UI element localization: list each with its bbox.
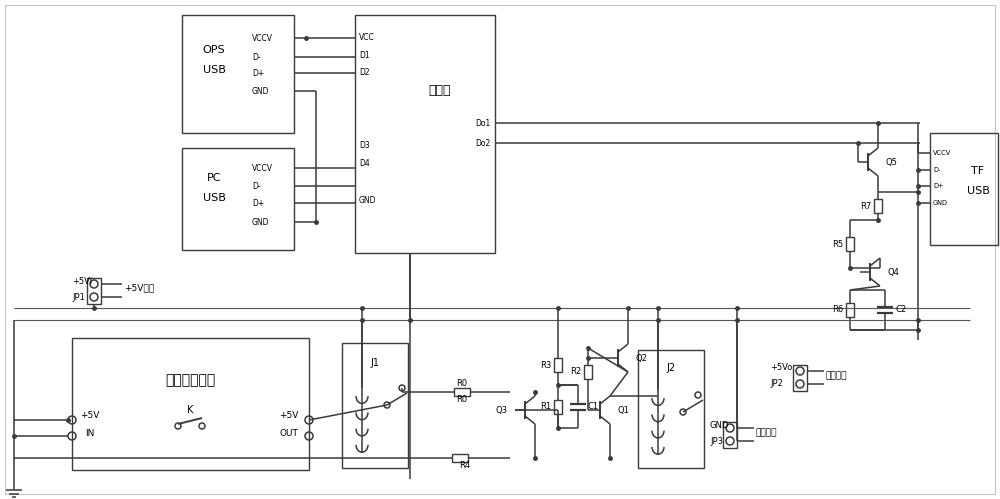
Bar <box>846 303 854 317</box>
Text: VCCV: VCCV <box>933 150 951 156</box>
Bar <box>87 278 101 304</box>
Bar <box>452 454 468 462</box>
Text: R2: R2 <box>570 367 581 376</box>
Text: Do1: Do1 <box>476 118 491 128</box>
Text: R6: R6 <box>832 305 843 314</box>
Text: Q1: Q1 <box>618 406 630 415</box>
Text: K: K <box>187 405 193 415</box>
Text: TF: TF <box>971 166 985 176</box>
Bar <box>182 15 294 133</box>
Text: D-: D- <box>252 52 261 61</box>
Text: VCCV: VCCV <box>252 164 273 173</box>
Text: JP2: JP2 <box>770 380 783 389</box>
Text: Do2: Do2 <box>476 139 491 148</box>
Text: JP3: JP3 <box>710 437 723 446</box>
Text: R4: R4 <box>459 462 471 471</box>
Text: GND: GND <box>359 196 376 205</box>
Text: R0: R0 <box>456 395 468 404</box>
Text: GND: GND <box>252 86 270 95</box>
Bar <box>72 338 309 470</box>
Text: D2: D2 <box>359 67 370 76</box>
Bar <box>584 364 592 379</box>
Text: C1: C1 <box>588 402 599 411</box>
Text: 数选器: 数选器 <box>429 83 451 96</box>
Text: 校正铜箔: 校正铜箔 <box>756 429 778 438</box>
Bar <box>355 15 495 253</box>
Text: R0: R0 <box>456 379 468 388</box>
Text: GND: GND <box>933 200 948 206</box>
Text: +5V电源: +5V电源 <box>124 283 154 292</box>
Bar <box>930 133 998 245</box>
Bar <box>723 422 737 448</box>
Bar <box>182 148 294 250</box>
Text: D+: D+ <box>252 68 264 77</box>
Text: IN: IN <box>85 429 95 438</box>
Text: VCC: VCC <box>359 32 375 41</box>
Text: R7: R7 <box>860 202 871 211</box>
Bar <box>342 343 408 468</box>
Text: Q3: Q3 <box>495 406 507 415</box>
Text: D+: D+ <box>933 183 944 189</box>
Bar <box>874 199 882 213</box>
Text: R3: R3 <box>540 360 551 369</box>
Text: D3: D3 <box>359 141 370 150</box>
Text: GND: GND <box>710 421 729 430</box>
Text: 电容触摸开关: 电容触摸开关 <box>165 373 216 387</box>
Text: D-: D- <box>933 167 940 173</box>
Text: OUT: OUT <box>280 429 298 438</box>
Text: Q2: Q2 <box>636 353 648 362</box>
Text: D-: D- <box>252 182 261 191</box>
Text: OPS: OPS <box>203 45 225 55</box>
Text: +5Vi: +5Vi <box>72 276 92 285</box>
Text: D+: D+ <box>252 199 264 208</box>
Bar <box>554 400 562 414</box>
Text: R1: R1 <box>540 402 551 411</box>
Text: Q4: Q4 <box>888 267 900 276</box>
Bar <box>554 358 562 372</box>
Text: USB: USB <box>967 186 989 196</box>
Bar <box>846 237 854 251</box>
Text: GND: GND <box>252 218 270 227</box>
Text: C2: C2 <box>895 305 906 314</box>
Text: JP1: JP1 <box>72 292 85 301</box>
Bar <box>793 365 807 391</box>
Text: 背光控制: 背光控制 <box>826 371 848 381</box>
Text: PC: PC <box>207 173 221 183</box>
Text: USB: USB <box>203 65 225 75</box>
Text: +5V: +5V <box>80 412 100 421</box>
Text: D4: D4 <box>359 159 370 168</box>
Text: R5: R5 <box>832 240 843 249</box>
Text: USB: USB <box>203 193 225 203</box>
Text: VCCV: VCCV <box>252 33 273 42</box>
Text: D1: D1 <box>359 50 370 59</box>
Text: +5V: +5V <box>279 412 299 421</box>
Text: J2: J2 <box>666 363 676 373</box>
Text: J1: J1 <box>370 358 380 368</box>
Bar <box>638 350 704 468</box>
Text: +5Vo: +5Vo <box>770 363 792 372</box>
Bar <box>454 388 470 396</box>
Text: Q5: Q5 <box>886 158 898 167</box>
